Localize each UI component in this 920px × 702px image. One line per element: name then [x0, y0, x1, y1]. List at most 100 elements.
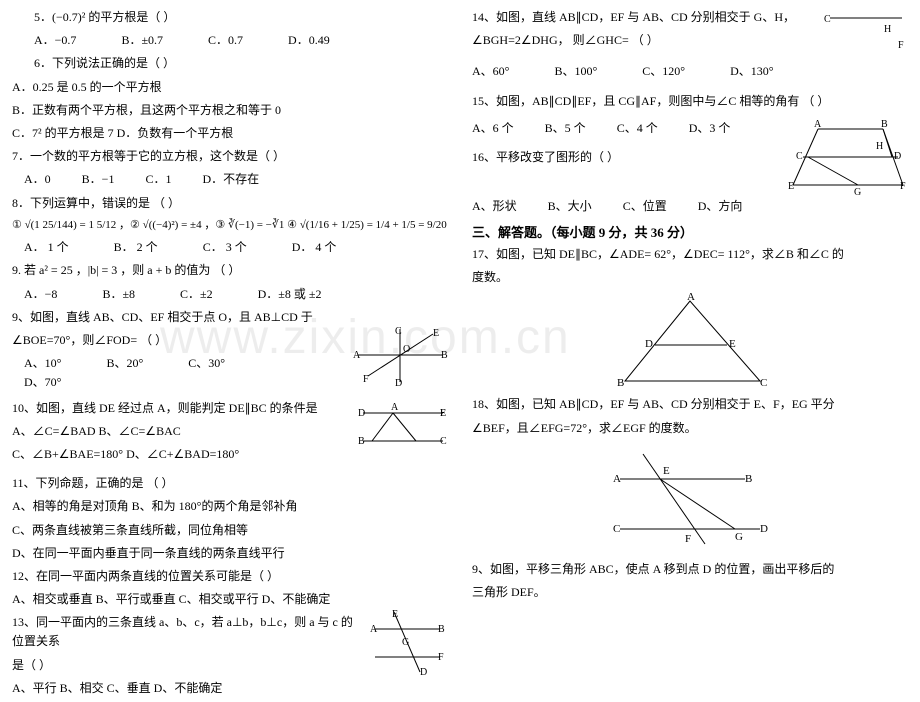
q13-figure: E A B G D F: [370, 607, 448, 677]
q5-b: B．±0.7: [121, 31, 163, 50]
lbl-a: A: [687, 291, 695, 303]
lbl-c: C: [613, 523, 620, 535]
lbl-d: D: [395, 378, 402, 386]
q15-c: C、4 个: [617, 119, 658, 138]
q7-c: C．1: [145, 170, 171, 189]
q8-d: D． 4 个: [292, 238, 337, 257]
q11-stem: 11、下列命题，正确的是 （ ）: [12, 474, 448, 493]
lbl-b: B: [745, 473, 752, 485]
page: 5．(−0.7)² 的平方根是（ ） A．−0.7 B．±0.7 C．0.7 D…: [0, 0, 920, 650]
lbl-e: E: [788, 181, 794, 192]
lbl-h: H: [876, 141, 883, 152]
lbl-d: D: [645, 338, 653, 350]
q11-c: C、两条直线被第三条直线所截，同位角相等: [12, 521, 448, 540]
q7-b: B．−1: [82, 170, 115, 189]
q9a-a: A．−8: [24, 285, 57, 304]
q17-l1: 17、如图，已知 DE∥BC，∠ADE= 62°，∠DEC= 112°，求∠B …: [472, 245, 908, 264]
lbl-g: G: [854, 187, 861, 197]
lbl-c: C: [824, 14, 831, 25]
lbl-g: G: [402, 637, 409, 648]
q18-l1: 18、如图，已知 AB∥CD，EF 与 AB、CD 分别相交于 E、F，EG 平…: [472, 395, 908, 414]
q6-cd: C．7² 的平方根是 7 D．负数有一个平方根: [12, 124, 448, 143]
q7-a: A．0: [24, 170, 51, 189]
q16-a: A、形状: [472, 197, 517, 216]
q14-b: B、100°: [554, 62, 597, 81]
lbl-b: B: [441, 350, 448, 361]
lbl-g: G: [735, 531, 743, 543]
lbl-o: O: [403, 344, 410, 355]
q5-d: D．0.49: [288, 31, 330, 50]
q14-c: C、120°: [642, 62, 685, 81]
lbl-f: F: [685, 533, 691, 545]
q9a-b: B．±8: [102, 285, 135, 304]
q16-d: D、方向: [698, 197, 743, 216]
lbl-h: H: [884, 24, 891, 35]
q8-opts: A． 1 个 B． 2 个 C． 3 个 D． 4 个: [12, 238, 448, 257]
q8-b: B． 2 个: [114, 238, 158, 257]
q5-opts: A．−0.7 B．±0.7 C．0.7 D．0.49: [12, 31, 448, 50]
lbl-a: A: [613, 473, 621, 485]
lbl-e: E: [433, 328, 439, 339]
q10-figure: A D F B C E: [358, 399, 448, 451]
q12-stem: 12、在同一平面内两条直线的位置关系可能是（ ）: [12, 567, 448, 586]
lbl-f: F: [900, 181, 906, 192]
q15-b: B、5 个: [545, 119, 586, 138]
q13-opts: A、平行 B、相交 C、垂直 D、不能确定: [12, 679, 448, 698]
lbl-b: B: [438, 624, 445, 635]
q7-d: D．不存在: [202, 170, 259, 189]
lbl-e: E: [440, 408, 446, 419]
lbl-f: F: [438, 652, 444, 663]
q15-stem: 15、如图，AB∥CD∥EF，且 CG∥AF，则图中与∠C 相等的角有 （ ）: [472, 92, 908, 111]
q16-opts: A、形状 B、大小 C、位置 D、方向: [472, 197, 908, 216]
q18-figure: A B C D E F G: [605, 444, 775, 554]
lbl-c: C: [760, 377, 767, 389]
q8-c: C． 3 个: [203, 238, 247, 257]
q17-figure: A B C D E: [605, 291, 775, 391]
lbl-e: E: [392, 609, 398, 620]
lbl-d: D: [358, 408, 365, 419]
lbl-b: B: [617, 377, 624, 389]
q8-expr: ① √(1 25/144) = 1 5/12 ，② √((−4)²) = ±4 …: [12, 217, 448, 235]
q14-a: A、60°: [472, 62, 509, 81]
q11-d: D、在同一平面内垂直于同一条直线的两条直线平行: [12, 544, 448, 563]
lbl-d: D: [894, 151, 901, 162]
lbl-f: F: [898, 40, 904, 50]
q17-l2: 度数。: [472, 268, 908, 287]
q15-d: D、3 个: [689, 119, 731, 138]
q18-l2: ∠BEF，且∠EFG=72°，求∠EGF 的度数。: [472, 419, 908, 438]
lbl-c: C: [395, 326, 402, 337]
q15-figure: A B C D E F G H: [788, 119, 908, 197]
q7-stem: 7．一个数的平方根等于它的立方根，这个数是（ ）: [12, 147, 448, 166]
q9b-d: D、70°: [24, 373, 61, 392]
q7-opts: A．0 B．−1 C．1 D．不存在: [12, 170, 448, 189]
q9b-c: C、30°: [188, 354, 225, 373]
q5-a: A．−0.7: [34, 31, 76, 50]
q15-a: A、6 个: [472, 119, 514, 138]
q14-figure: C H F: [824, 8, 908, 50]
q16-c: C、位置: [623, 197, 667, 216]
lbl-a: A: [391, 402, 399, 413]
left-column: 5．(−0.7)² 的平方根是（ ） A．−0.7 B．±0.7 C．0.7 D…: [0, 0, 460, 650]
q9b-b: B、20°: [106, 354, 143, 373]
lbl-d: D: [760, 523, 768, 535]
lbl-a: A: [370, 624, 378, 635]
q9b-figure: A B C D E F O: [353, 324, 448, 386]
q19-l2: 三角形 DEF。: [472, 583, 908, 602]
q9b-a: A、10°: [24, 354, 61, 373]
lbl-c: C: [796, 151, 803, 162]
q5-c: C．0.7: [208, 31, 243, 50]
lbl-a: A: [814, 119, 822, 130]
q5-stem: 5．(−0.7)² 的平方根是（ ）: [12, 8, 448, 27]
q14-d: D、130°: [730, 62, 773, 81]
lbl-a: A: [353, 350, 361, 361]
lbl-c: C: [440, 436, 447, 447]
q8-stem: 8．下列运算中，错误的是 （ ）: [12, 194, 448, 213]
section-3-title: 三、解答题。（每小题 9 分，共 36 分）: [472, 222, 908, 241]
q9a-stem: 9. 若 a² = 25 ，|b| = 3 ，则 a + b 的值为 （ ）: [12, 261, 448, 280]
q9a-opts: A．−8 B．±8 C．±2 D．±8 或 ±2: [12, 285, 448, 304]
q6-stem: 6．下列说法正确的是（ ）: [12, 54, 448, 73]
q11-ab: A、相等的角是对顶角 B、和为 180°的两个角是邻补角: [12, 497, 448, 516]
q8-a: A． 1 个: [24, 238, 69, 257]
lbl-b: B: [881, 119, 888, 130]
q9a-c: C．±2: [180, 285, 213, 304]
